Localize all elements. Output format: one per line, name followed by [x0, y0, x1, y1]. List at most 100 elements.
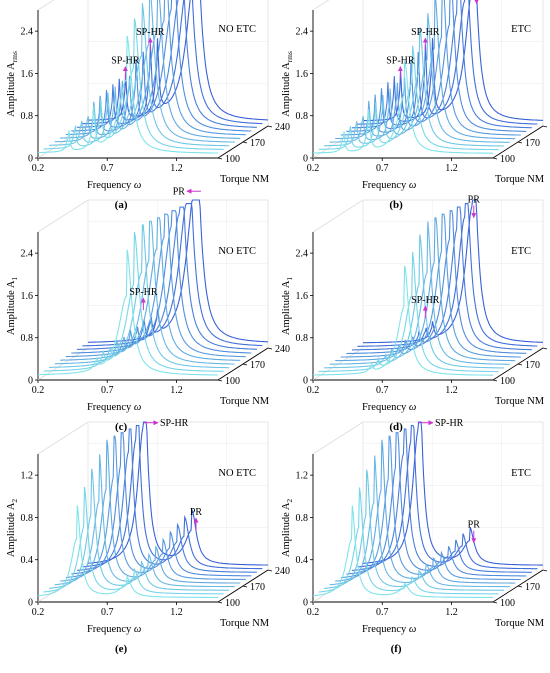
series-line-3	[324, 27, 505, 147]
series-line-9	[82, 0, 263, 125]
series-line-10	[88, 421, 268, 566]
y-tick-label: 0.8	[296, 333, 309, 344]
series-line-8	[76, 0, 257, 128]
z-tick-label: 170	[525, 138, 540, 149]
y-axis-label: Amplitude Arms	[6, 51, 19, 117]
series-line-4	[329, 221, 510, 365]
y-tick-label: 1.6	[21, 69, 34, 80]
y-tick-label: 2.4	[21, 27, 34, 38]
series-line-9	[82, 425, 263, 570]
series-line-10	[88, 0, 268, 121]
x-axis-label-symbol: ω	[134, 402, 141, 413]
series-line-5	[335, 439, 516, 584]
y-tick-label: 0	[28, 598, 33, 609]
series-line-3	[324, 234, 505, 369]
z-axis-label: Torque NM	[495, 396, 545, 407]
z-tick-label: 240	[275, 344, 290, 355]
z-tick	[517, 141, 523, 144]
series-line-1	[313, 60, 493, 154]
series-line-7	[71, 432, 252, 577]
x-axis-label-symbol: ω	[409, 180, 416, 191]
condition-label: NO ETC	[218, 246, 256, 257]
z-tick-label: 100	[500, 598, 515, 609]
series-line-4	[54, 220, 235, 365]
x-axis-label-text: Frequency	[87, 402, 134, 413]
peak-annotation: SP-HR	[386, 56, 415, 67]
x-axis-label: Frequency ω	[362, 180, 416, 191]
left-top-edge	[312, 199, 364, 233]
x-tick-label: 1.2	[445, 163, 458, 174]
series-line-4	[54, 0, 235, 143]
peak-annotation: PR	[190, 507, 203, 518]
y-tick-label: 1.2	[21, 471, 34, 482]
panel-caption: (c)	[115, 421, 128, 433]
z-tick-label: 100	[225, 376, 240, 387]
peak-annotation: SP-HR	[160, 418, 189, 429]
series-line-6	[340, 435, 521, 581]
x-tick-label: 0.7	[376, 607, 389, 618]
y-tick-label: 0.8	[21, 513, 34, 524]
peak-annotation: PR	[468, 520, 481, 531]
y-axis-label-sub: 2	[285, 499, 294, 503]
y-axis-label-main: Amplitude A	[6, 502, 17, 557]
z-tick	[517, 363, 523, 366]
y-tick-label: 0.4	[21, 555, 34, 566]
z-tick	[267, 347, 273, 350]
x-tick-label: 0.7	[101, 163, 114, 174]
x-axis-label-symbol: ω	[134, 624, 141, 635]
x-tick-label: 1.2	[170, 163, 183, 174]
condition-label: ETC	[511, 24, 531, 35]
x-tick-label: 1.2	[170, 385, 183, 396]
y-axis-label: Amplitude A1	[6, 277, 19, 336]
series-line-5	[60, 0, 241, 139]
series-line-7	[346, 210, 527, 355]
z-tick	[492, 379, 498, 382]
condition-label: NO ETC	[218, 468, 256, 479]
z-tick	[217, 601, 223, 604]
panel-caption: (b)	[389, 199, 403, 211]
series-line-5	[335, 217, 516, 362]
y-axis-label: Amplitude A2	[281, 499, 294, 558]
z-axis-label: Torque NM	[495, 618, 545, 629]
y-axis-label: Amplitude Arms	[281, 51, 294, 117]
x-tick-label: 0.2	[32, 607, 45, 618]
series-line-4	[329, 455, 510, 588]
x-axis-label-symbol: ω	[409, 624, 416, 635]
x-tick-label: 0.7	[376, 163, 389, 174]
x-tick-label: 0.2	[32, 385, 45, 396]
series-line-8	[351, 206, 532, 351]
z-tick	[542, 347, 548, 350]
y-tick-label: 0	[303, 598, 308, 609]
series-line-2	[43, 231, 224, 372]
x-tick-label: 0.2	[307, 607, 320, 618]
condition-label: ETC	[511, 468, 531, 479]
peak-annotation: SP-HR	[129, 287, 158, 298]
series-line-4	[329, 13, 510, 143]
y-axis-label-main: Amplitude A	[6, 280, 17, 335]
x-axis-label-symbol: ω	[409, 402, 416, 413]
chart-panel-a: 0.2 0.7 1.2 0 0.8 1.6 2.4 100 170 240 Frequency ω T…	[6, 0, 290, 211]
x-axis-label-text: Frequency	[87, 180, 134, 191]
z-tick	[242, 585, 248, 588]
series-line-5	[60, 439, 241, 584]
x-tick-label: 0.7	[376, 385, 389, 396]
y-axis-label-sub: 1	[10, 277, 19, 281]
y-axis-label-main: Amplitude A	[281, 502, 292, 557]
x-axis-label: Frequency ω	[87, 402, 141, 413]
z-tick-label: 170	[250, 138, 265, 149]
series-line-1	[38, 35, 218, 154]
x-tick-label: 0.2	[307, 385, 320, 396]
panel-caption: (a)	[115, 199, 128, 211]
z-axis-label: Torque NM	[220, 618, 270, 629]
y-tick-label: 0.8	[296, 513, 309, 524]
left-top-edge	[312, 0, 330, 11]
z-tick	[217, 379, 223, 382]
series-line-1	[313, 265, 493, 376]
y-tick-label: 0	[28, 154, 33, 165]
x-tick-label: 1.2	[170, 607, 183, 618]
x-tick-label: 0.2	[307, 163, 320, 174]
series-line-8	[351, 428, 532, 573]
y-tick-label: 0	[303, 376, 308, 387]
